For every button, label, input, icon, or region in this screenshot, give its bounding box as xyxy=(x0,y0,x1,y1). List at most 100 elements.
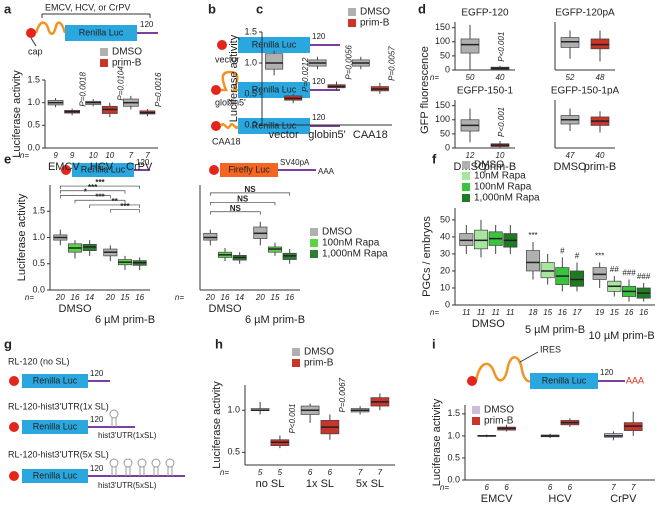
p-value: P=0.0067 xyxy=(338,377,347,412)
y-tick-label: 0.5 xyxy=(27,120,40,130)
bracket-label: NS xyxy=(230,204,242,213)
construct-e-left: Renilla Luc 120 xyxy=(61,158,150,177)
tail-label: SV40pA xyxy=(280,158,310,167)
x-tick-label: prim-B xyxy=(484,161,516,173)
reporter-label: Renilla Luc xyxy=(81,164,126,174)
box xyxy=(569,270,585,287)
y-tick-label: 150 xyxy=(435,100,450,110)
box xyxy=(540,262,555,279)
x-tick-label: 6 µM prim-B xyxy=(245,314,305,326)
legend-label: prim-B xyxy=(360,18,390,29)
bracket xyxy=(59,195,111,199)
y-axis-label: Luciferase activity xyxy=(211,381,223,469)
y-tick-label: 1.5 xyxy=(447,408,460,418)
y-tick-label: 20 xyxy=(440,265,450,275)
bracket xyxy=(59,185,141,190)
n-prefix: n= xyxy=(220,468,229,477)
reporter-label: Renilla Luc xyxy=(252,84,297,94)
y-tick-label: 0.0 xyxy=(244,119,257,129)
y-tick-label: 100 xyxy=(435,114,450,124)
n-label: 7 xyxy=(358,468,363,477)
y-tick-label: 0.0 xyxy=(447,474,460,484)
n-label: 5 xyxy=(258,468,263,477)
p-value: P=0.0212 xyxy=(301,57,310,92)
panel-label: g xyxy=(4,336,12,351)
n-label: 15 xyxy=(610,308,619,317)
reporter-label: Renilla Luc xyxy=(33,470,78,480)
x-tick-label: DMSO xyxy=(209,303,242,315)
n-label: 15 xyxy=(543,308,552,317)
n-label: 16 xyxy=(558,308,567,317)
y-tick-label: 1.0 xyxy=(27,97,40,107)
length-label: 120 xyxy=(600,368,614,377)
x-tick-label: EMCV xyxy=(481,493,513,505)
x-tick-label: CrPV xyxy=(126,161,153,173)
box xyxy=(459,233,474,246)
reporter-label: Firefly Luc xyxy=(228,164,270,174)
construct-name: RL-120-hist3'UTR(1x SL) xyxy=(8,401,109,411)
construct-header: EMCV, HCV, or CrPV xyxy=(45,2,130,12)
n-label: 16 xyxy=(71,293,80,302)
n-prefix: n= xyxy=(25,293,34,302)
y-axis-label: Luciferase activity xyxy=(431,398,443,486)
length-label: 120 xyxy=(140,20,154,29)
y-axis-label: GFP fluorescence xyxy=(419,46,431,134)
construct-name: vector xyxy=(215,54,240,64)
n-label: 12 xyxy=(466,151,475,160)
panel-label: f xyxy=(432,151,437,166)
bracket-label: *** xyxy=(95,178,105,187)
p-value: P<0.001 xyxy=(497,32,506,62)
x-tick-label: DMSO xyxy=(554,161,587,173)
n-label: 18 xyxy=(529,308,538,317)
significance-mark: # xyxy=(560,246,565,255)
n-label: 20 xyxy=(55,293,65,302)
panel-label: i xyxy=(432,336,436,351)
y-tick-label: 1.5 xyxy=(32,206,45,216)
legend-label: DMSO xyxy=(484,405,514,416)
legend-label: DMSO xyxy=(322,227,352,238)
legend-label: DMSO xyxy=(360,7,390,18)
p-value: P=0.0018 xyxy=(79,72,88,107)
significance-mark: ## xyxy=(610,265,619,274)
box xyxy=(265,53,284,70)
y-tick-label: 1.0 xyxy=(447,430,460,440)
bracket-label: NS xyxy=(237,194,249,203)
x-tick-label: CAA18 xyxy=(353,129,388,141)
p-value: P<0.001 xyxy=(288,403,297,433)
bracket-label: *** xyxy=(120,202,130,211)
length-label: 120 xyxy=(136,158,150,167)
x-tick-label: 6 µM prim-B xyxy=(95,314,155,326)
legend-label: DMSO xyxy=(474,160,504,171)
construct-g: RL-120 (no SL) Renilla Luc 120 RL-120-hi… xyxy=(8,356,185,490)
legend-swatch xyxy=(292,348,300,356)
legend-label: DMSO xyxy=(304,347,334,358)
legend-swatch xyxy=(472,406,480,414)
n-label: 7 xyxy=(631,483,636,492)
y-tick-label: 0 xyxy=(445,299,450,309)
legend-label: 1,000nM Rapa xyxy=(322,249,388,260)
y-tick-label: 0.0 xyxy=(32,284,45,294)
length-label: 120 xyxy=(90,464,104,473)
y-tick-label: 0.5 xyxy=(227,447,240,457)
box xyxy=(592,267,607,280)
bracket-label: *** xyxy=(88,183,98,192)
y-axis-label: PGCs / embryos xyxy=(421,216,433,297)
legend-swatch xyxy=(462,183,470,191)
n-label: 15 xyxy=(121,293,130,302)
reporter-label: Renilla Luc xyxy=(33,421,78,431)
length-label: 120 xyxy=(90,415,104,424)
y-tick-label: 1.5 xyxy=(27,74,40,84)
n-label: 6 xyxy=(568,483,573,492)
bracket xyxy=(209,201,276,206)
n-label: 50 xyxy=(466,73,475,82)
n-label: 6 xyxy=(308,468,313,477)
y-tick-label: 0.0 xyxy=(27,142,40,152)
n-prefix: n= xyxy=(20,151,29,160)
n-label: 16 xyxy=(639,308,648,317)
y-tick-label: 0.5 xyxy=(32,258,45,268)
n-label: 7 xyxy=(611,483,616,492)
y-tick-label: 50 xyxy=(440,128,450,138)
x-tick-label: CrPV xyxy=(610,493,637,505)
chart-title: EGFP-150-1pA xyxy=(551,86,620,97)
construct-i: IRES Renilla Luc 120 AAA xyxy=(467,344,644,389)
